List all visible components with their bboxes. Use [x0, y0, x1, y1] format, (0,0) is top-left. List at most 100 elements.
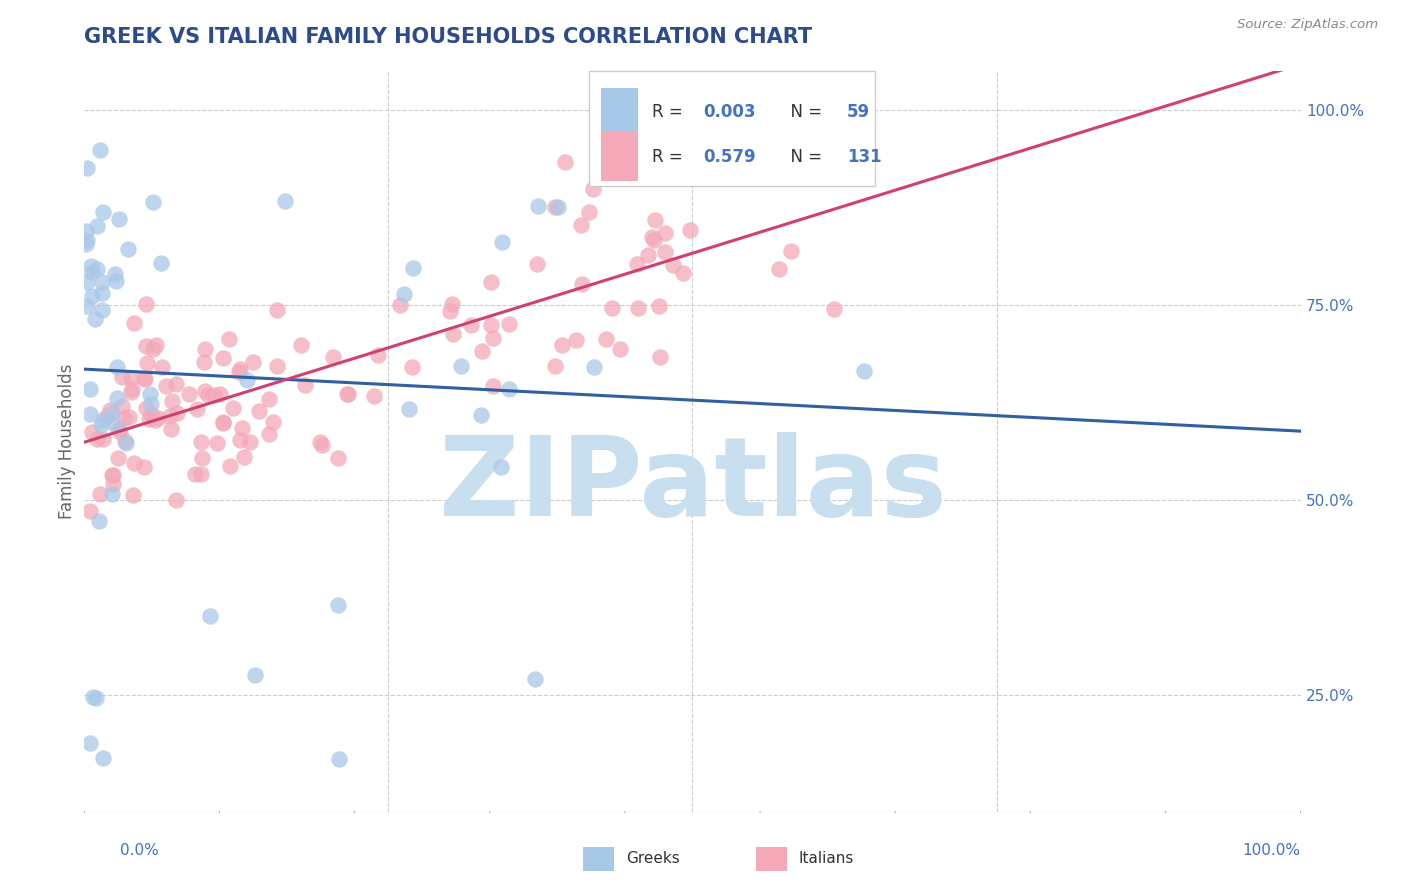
- Point: [115, 436, 138, 450]
- Point: [544, 200, 567, 214]
- Point: [76, 275, 98, 289]
- Point: [82, 690, 104, 705]
- Point: [141, 407, 163, 421]
- Point: [363, 389, 385, 403]
- Point: [87, 514, 110, 528]
- Point: [679, 223, 702, 237]
- Point: [336, 387, 359, 401]
- Point: [142, 194, 165, 209]
- Point: [491, 235, 513, 249]
- Point: [322, 351, 344, 365]
- Point: [186, 401, 208, 416]
- Text: GREEK VS ITALIAN FAMILY HOUSEHOLDS CORRELATION CHART: GREEK VS ITALIAN FAMILY HOUSEHOLDS CORRE…: [84, 27, 813, 46]
- Point: [202, 388, 225, 402]
- Point: [143, 413, 166, 427]
- Point: [470, 408, 492, 422]
- Point: [439, 304, 461, 318]
- Point: [222, 401, 245, 416]
- Point: [294, 378, 316, 392]
- Point: [823, 301, 845, 316]
- Point: [76, 233, 98, 247]
- Point: [141, 343, 163, 357]
- Point: [766, 124, 789, 138]
- Point: [122, 316, 145, 330]
- Text: Italians: Italians: [799, 851, 853, 865]
- Point: [190, 467, 212, 481]
- Point: [262, 416, 284, 430]
- Point: [150, 256, 173, 270]
- Text: ZIPatlas: ZIPatlas: [439, 433, 946, 540]
- Point: [641, 230, 664, 244]
- Point: [239, 435, 262, 450]
- Point: [637, 248, 659, 262]
- Point: [481, 331, 503, 345]
- Point: [440, 297, 463, 311]
- Point: [388, 297, 411, 311]
- Point: [569, 218, 592, 232]
- Point: [194, 342, 217, 356]
- Point: [780, 244, 803, 258]
- Point: [103, 467, 125, 482]
- Point: [335, 387, 357, 401]
- Point: [184, 467, 207, 482]
- FancyBboxPatch shape: [602, 132, 638, 180]
- Point: [571, 277, 593, 291]
- Point: [105, 360, 128, 375]
- Point: [101, 487, 124, 501]
- Point: [450, 359, 472, 373]
- Point: [326, 598, 349, 612]
- Point: [86, 433, 108, 447]
- Point: [212, 417, 235, 431]
- Point: [79, 504, 101, 518]
- Point: [257, 427, 280, 442]
- Point: [274, 194, 297, 208]
- Point: [82, 264, 104, 278]
- Point: [89, 487, 111, 501]
- Point: [76, 224, 98, 238]
- Point: [554, 154, 576, 169]
- Point: [328, 752, 350, 766]
- Point: [544, 359, 567, 373]
- Point: [309, 435, 332, 450]
- Point: [600, 301, 623, 315]
- Point: [236, 373, 259, 387]
- Point: [120, 384, 142, 399]
- Point: [193, 355, 215, 369]
- Point: [328, 450, 350, 465]
- Point: [76, 161, 98, 175]
- Point: [644, 213, 666, 227]
- FancyBboxPatch shape: [602, 88, 638, 136]
- Point: [89, 144, 111, 158]
- Text: N =: N =: [780, 103, 827, 121]
- Point: [114, 434, 136, 449]
- Point: [551, 338, 574, 352]
- Point: [104, 267, 127, 281]
- Point: [101, 468, 124, 483]
- Point: [266, 302, 288, 317]
- Point: [257, 392, 280, 406]
- Point: [79, 407, 101, 421]
- Point: [290, 338, 312, 352]
- Point: [86, 219, 108, 234]
- Point: [498, 317, 520, 331]
- Point: [148, 411, 170, 425]
- Point: [654, 227, 676, 241]
- Point: [155, 379, 177, 393]
- Text: 0.579: 0.579: [703, 147, 756, 166]
- Point: [582, 360, 605, 375]
- Point: [160, 394, 183, 409]
- Point: [139, 387, 162, 401]
- Point: [91, 205, 114, 219]
- Point: [401, 359, 423, 374]
- Point: [79, 736, 101, 750]
- Point: [105, 392, 128, 406]
- Point: [565, 333, 588, 347]
- Point: [80, 289, 103, 303]
- Point: [398, 401, 420, 416]
- Point: [101, 406, 124, 420]
- Point: [197, 388, 219, 402]
- Point: [108, 211, 131, 226]
- Point: [229, 434, 252, 448]
- Point: [231, 421, 253, 435]
- Point: [108, 425, 131, 439]
